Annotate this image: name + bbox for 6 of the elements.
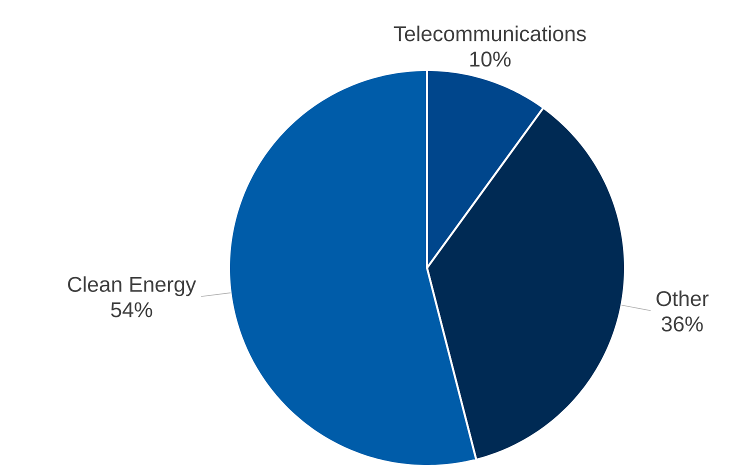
- data-label: 54%: [111, 302, 152, 318]
- slice-label: Other: [656, 290, 709, 306]
- data-label: 36%: [662, 316, 703, 332]
- slice-label: Clean Energy: [68, 276, 196, 296]
- data-label: 10%: [470, 52, 511, 67]
- slice-label: Telecommunications: [394, 26, 586, 42]
